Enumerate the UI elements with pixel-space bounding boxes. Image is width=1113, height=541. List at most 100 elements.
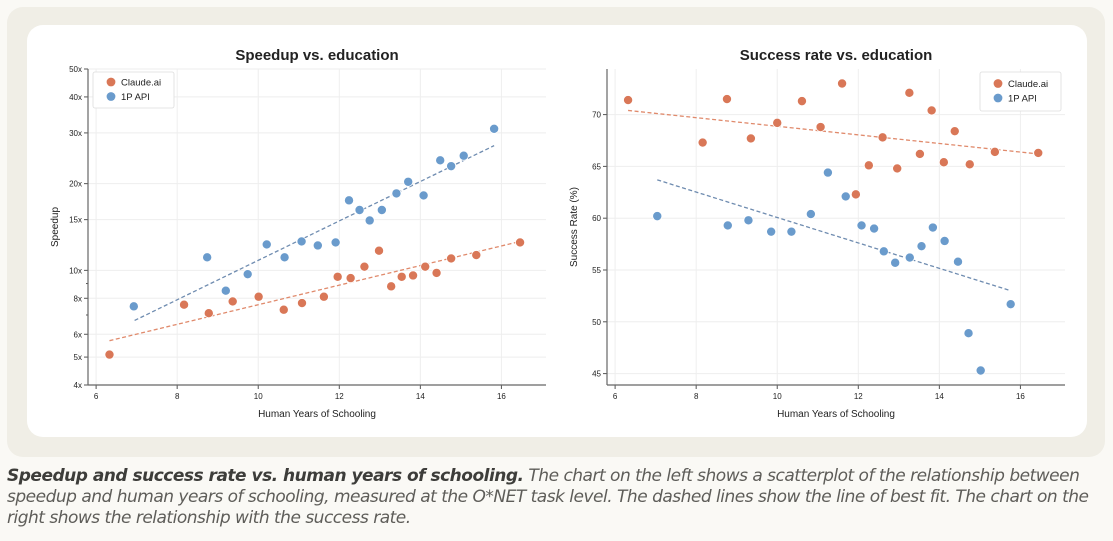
data-point-claude <box>623 95 634 106</box>
y-tick-label: 45 <box>592 370 601 379</box>
legend-label: Claude.ai <box>121 78 161 89</box>
data-point-claude <box>297 298 308 309</box>
x-tick-label: 14 <box>935 392 944 401</box>
trend-line-api <box>657 179 1011 292</box>
data-point-api <box>916 241 927 252</box>
data-point-api <box>878 246 889 257</box>
data-point-api <box>261 239 272 250</box>
data-point-api <box>766 226 777 237</box>
figure-caption: Speedup and success rate vs. human years… <box>7 466 1097 529</box>
data-point-claude <box>374 245 385 256</box>
y-tick-label: 4x <box>74 381 82 390</box>
data-point-api <box>296 236 307 247</box>
data-point-api <box>890 257 901 268</box>
caption-text: The chart on the left shows a scatterplo… <box>7 466 1089 528</box>
data-point-claude <box>949 126 960 137</box>
data-point-claude <box>396 271 407 282</box>
y-axis-label: Speedup <box>50 207 61 247</box>
data-point-claude <box>359 261 370 272</box>
data-point-claude <box>431 267 442 278</box>
data-point-claude <box>796 96 807 107</box>
x-axis-label: Human Years of Schooling <box>258 409 376 420</box>
data-point-claude <box>850 189 861 200</box>
y-tick-label: 55 <box>592 266 601 275</box>
y-tick-label: 50x <box>69 65 82 74</box>
y-tick-label: 70 <box>592 111 601 120</box>
y-tick-label: 65 <box>592 162 601 171</box>
x-tick-label: 6 <box>94 392 99 401</box>
data-point-api <box>840 191 851 202</box>
data-point-claude <box>408 270 419 281</box>
data-point-claude <box>837 78 848 89</box>
data-point-api <box>312 240 323 251</box>
data-point-claude <box>863 160 874 171</box>
data-point-api <box>963 328 974 339</box>
data-point-api <box>279 252 290 263</box>
legend-label: 1P API <box>121 92 150 103</box>
data-point-claude <box>179 299 190 310</box>
y-tick-label: 10x <box>69 266 82 275</box>
data-point-claude <box>964 159 975 170</box>
data-point-api <box>489 123 500 134</box>
data-point-api <box>786 226 797 237</box>
data-point-api <box>458 150 469 161</box>
x-tick-label: 6 <box>613 392 618 401</box>
data-point-claude <box>938 157 949 168</box>
legend-marker-api <box>993 93 1003 103</box>
data-point-claude <box>253 291 264 302</box>
data-point-api <box>330 237 341 248</box>
trend-line-api <box>134 145 495 322</box>
y-tick-label: 40x <box>69 93 82 102</box>
data-point-api <box>869 223 880 234</box>
caption-title: Speedup and success rate vs. human years… <box>7 466 524 486</box>
data-point-claude <box>697 137 708 148</box>
legend-label: Claude.ai <box>1008 79 1048 90</box>
data-point-api <box>403 176 414 187</box>
data-point-api <box>220 285 231 296</box>
chart-title: Success rate vs. education <box>740 47 933 64</box>
x-tick-label: 12 <box>335 392 344 401</box>
x-tick-label: 10 <box>254 392 263 401</box>
legend-marker-claude <box>106 77 116 87</box>
data-point-api <box>805 209 816 220</box>
x-tick-label: 10 <box>773 392 782 401</box>
data-point-api <box>927 222 938 233</box>
data-point-claude <box>345 273 356 284</box>
trend-line-claude <box>628 109 1039 155</box>
data-point-claude <box>721 94 732 105</box>
data-point-api <box>242 269 253 280</box>
legend-box <box>979 71 1062 112</box>
y-tick-label: 20x <box>69 180 82 189</box>
data-point-api <box>344 195 355 206</box>
data-point-claude <box>318 291 329 302</box>
data-point-api <box>856 220 867 231</box>
data-point-api <box>952 256 963 267</box>
data-point-api <box>1005 299 1016 310</box>
data-point-api <box>446 161 457 172</box>
data-point-api <box>128 301 139 312</box>
y-tick-label: 50 <box>592 318 601 327</box>
x-tick-label: 12 <box>854 392 863 401</box>
x-tick-label: 8 <box>175 392 180 401</box>
data-point-api <box>822 167 833 178</box>
y-axis-label: Success Rate (%) <box>569 187 580 267</box>
data-point-claude <box>203 308 214 319</box>
data-point-claude <box>914 148 925 159</box>
data-point-api <box>722 220 733 231</box>
data-point-api <box>652 211 663 222</box>
data-point-claude <box>104 349 115 360</box>
data-point-api <box>743 215 754 226</box>
data-point-claude <box>1033 147 1044 158</box>
data-point-claude <box>815 122 826 133</box>
data-point-api <box>202 252 213 263</box>
data-point-claude <box>471 250 482 261</box>
data-point-claude <box>446 253 457 264</box>
x-tick-label: 16 <box>1016 392 1025 401</box>
x-axis-label: Human Years of Schooling <box>777 409 895 420</box>
legend-label: 1P API <box>1008 94 1037 105</box>
data-point-claude <box>227 296 238 307</box>
data-point-claude <box>892 163 903 174</box>
data-point-claude <box>420 261 431 272</box>
